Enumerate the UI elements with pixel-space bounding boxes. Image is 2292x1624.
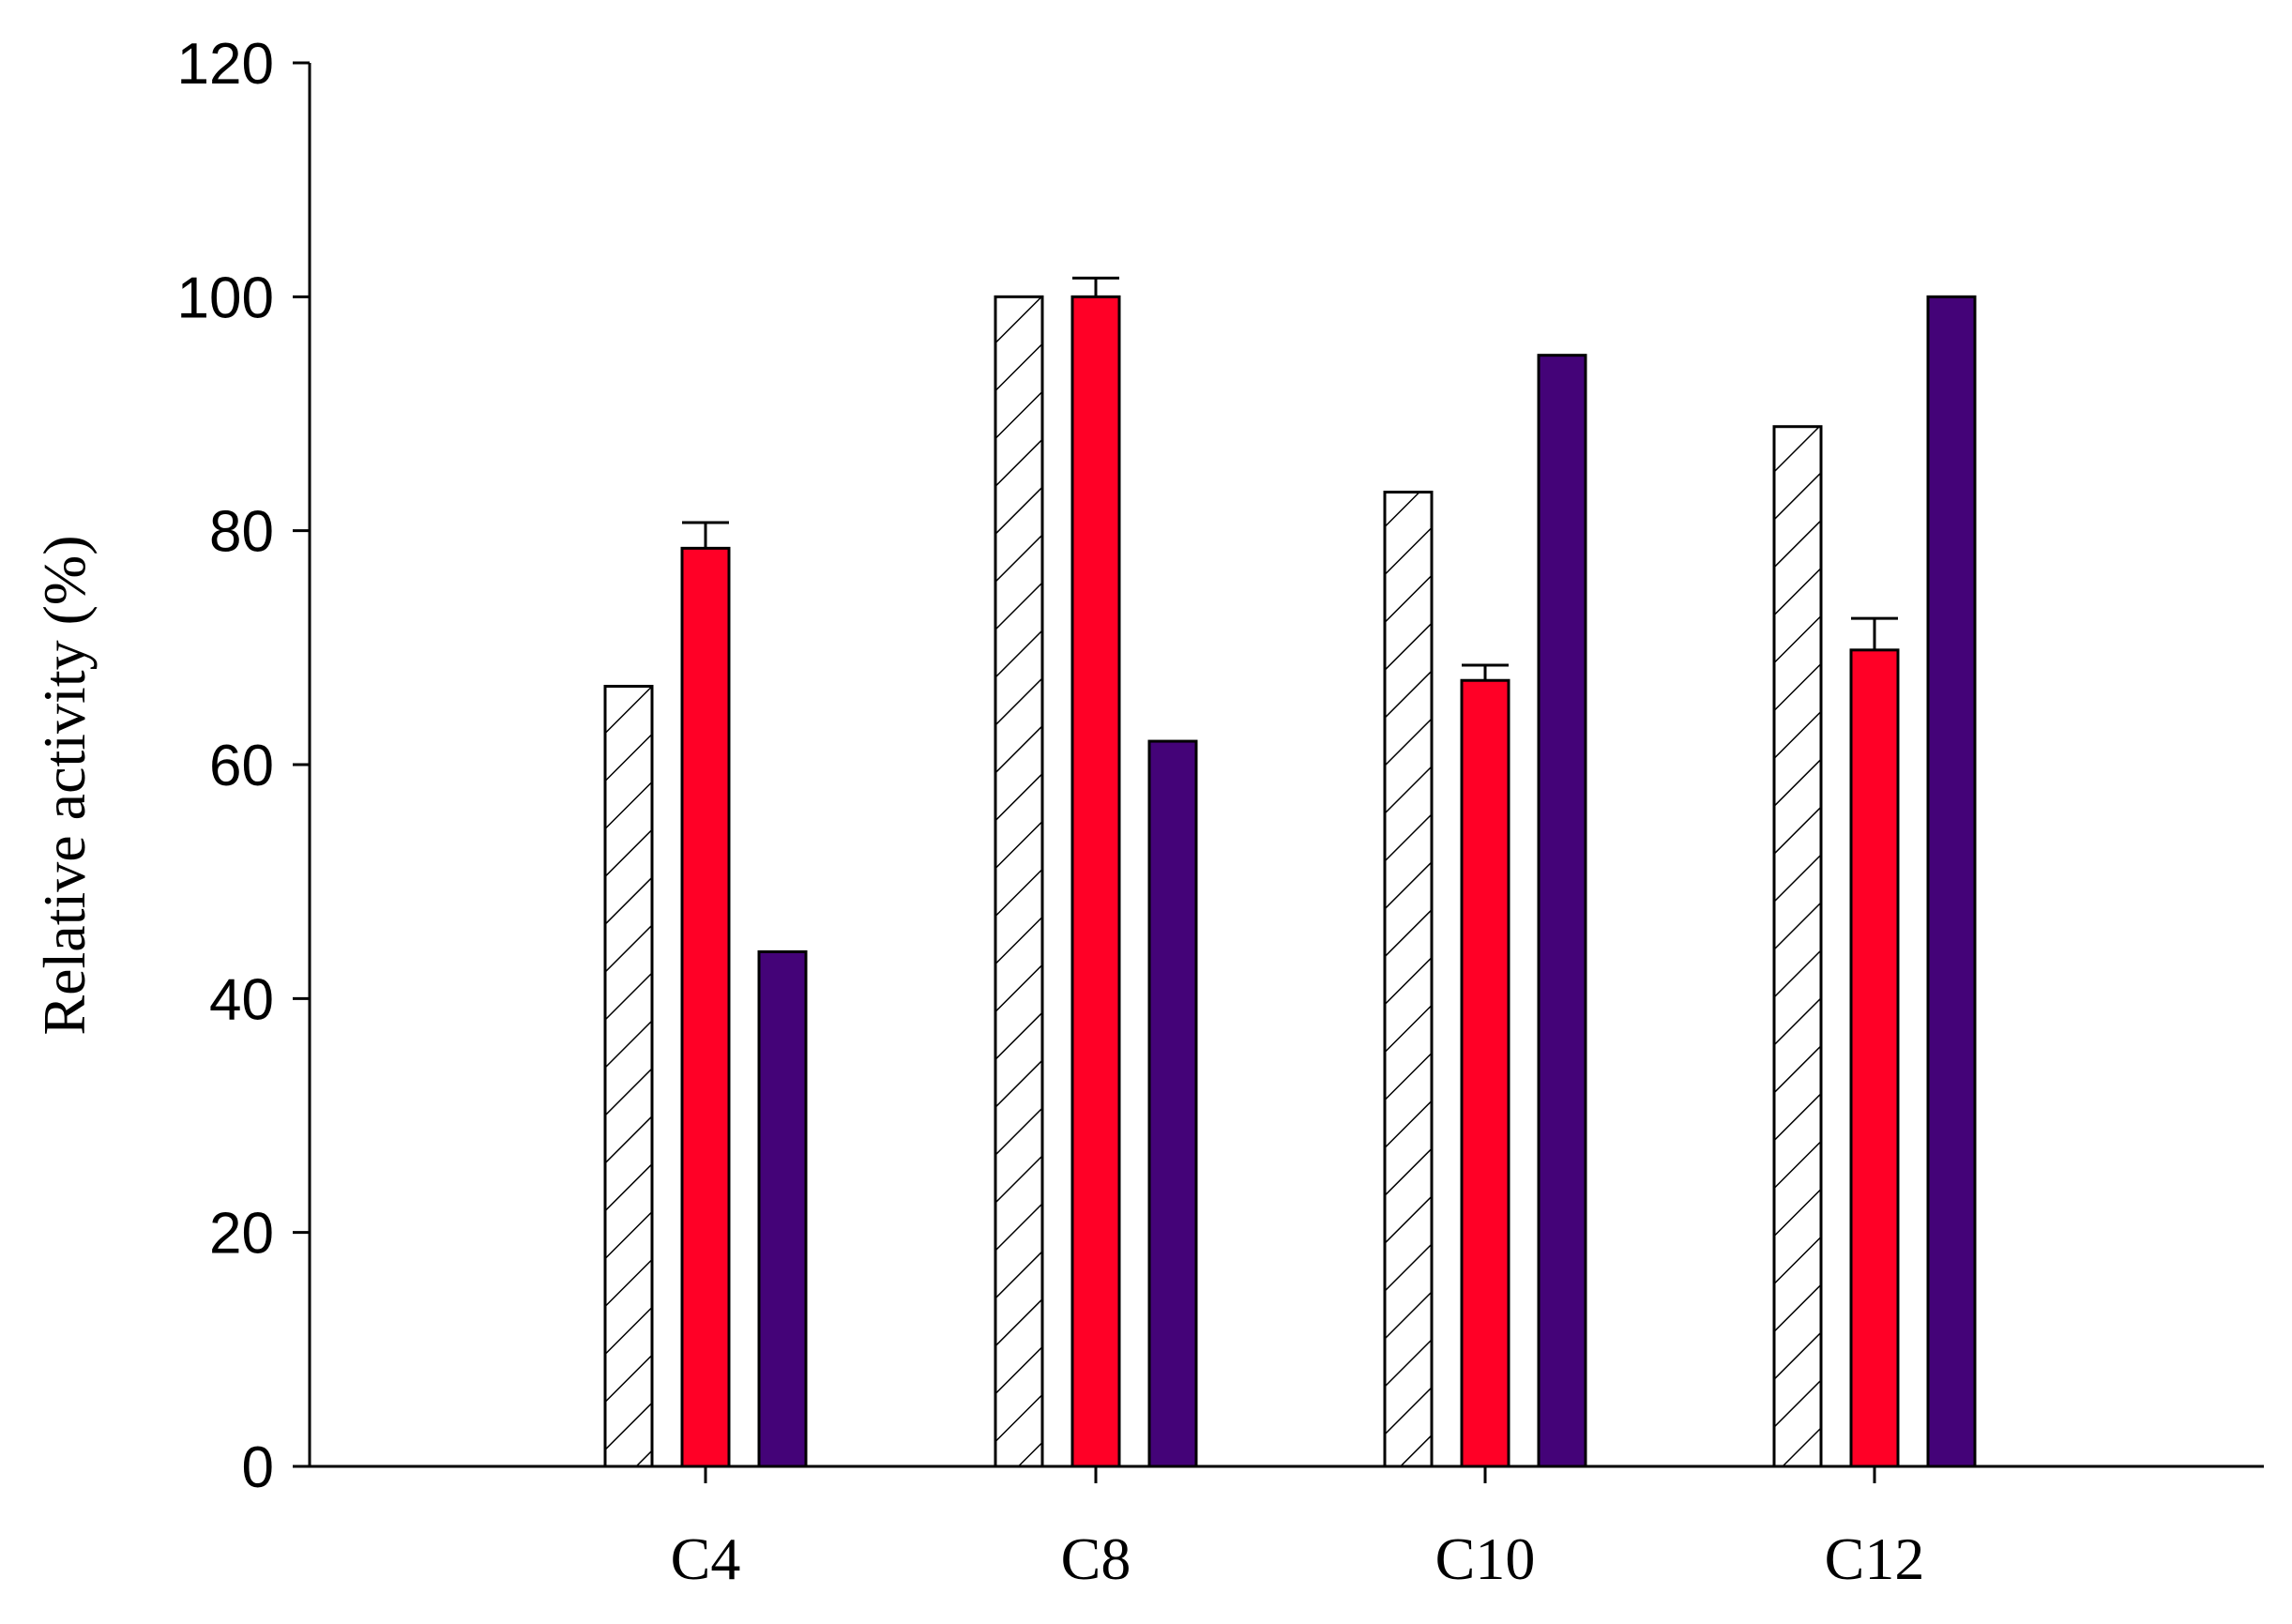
bar-series-1-c12 (1772, 425, 1823, 1468)
y-axis: 0 20 40 60 80 100 120 (177, 32, 311, 1500)
x-tick-label-c12: C12 (1825, 1525, 1925, 1592)
bar-series-1-c4 (603, 684, 654, 1468)
y-ticks: 0 20 40 60 80 100 120 (177, 32, 310, 1500)
bar-series-2-c8 (1070, 295, 1121, 1468)
bar-series-3-c12 (1926, 295, 1977, 1468)
bar-series-3-c4 (757, 949, 808, 1468)
x-ticks: C4 C8 C10 C12 (671, 1466, 1925, 1592)
y-tick-label: 100 (177, 266, 274, 330)
y-tick-label: 40 (209, 967, 274, 1032)
bar-series-3-c8 (1147, 739, 1198, 1468)
x-tick-label-c8: C8 (1061, 1525, 1131, 1592)
y-tick-label: 0 (242, 1435, 274, 1500)
y-axis-title: Relative activity (%) (31, 535, 98, 1035)
x-tick-label-c4: C4 (671, 1525, 741, 1592)
y-tick-label: 120 (177, 32, 274, 97)
bar-series-2-c4 (680, 546, 731, 1468)
bar-series-2-c10 (1460, 678, 1510, 1468)
bar-series-3-c10 (1537, 354, 1587, 1468)
bar-series-1-c10 (1383, 491, 1434, 1468)
y-tick-label: 60 (209, 734, 274, 798)
x-axis: C4 C8 C10 C12 (310, 1465, 2264, 1592)
x-tick-label-c10: C10 (1435, 1525, 1536, 1592)
bar-series-1-c8 (994, 295, 1044, 1468)
bars (603, 276, 1977, 1468)
y-tick-label: 20 (209, 1202, 274, 1267)
bar-series-2-c12 (1849, 648, 1900, 1468)
y-tick-label: 80 (209, 500, 274, 565)
